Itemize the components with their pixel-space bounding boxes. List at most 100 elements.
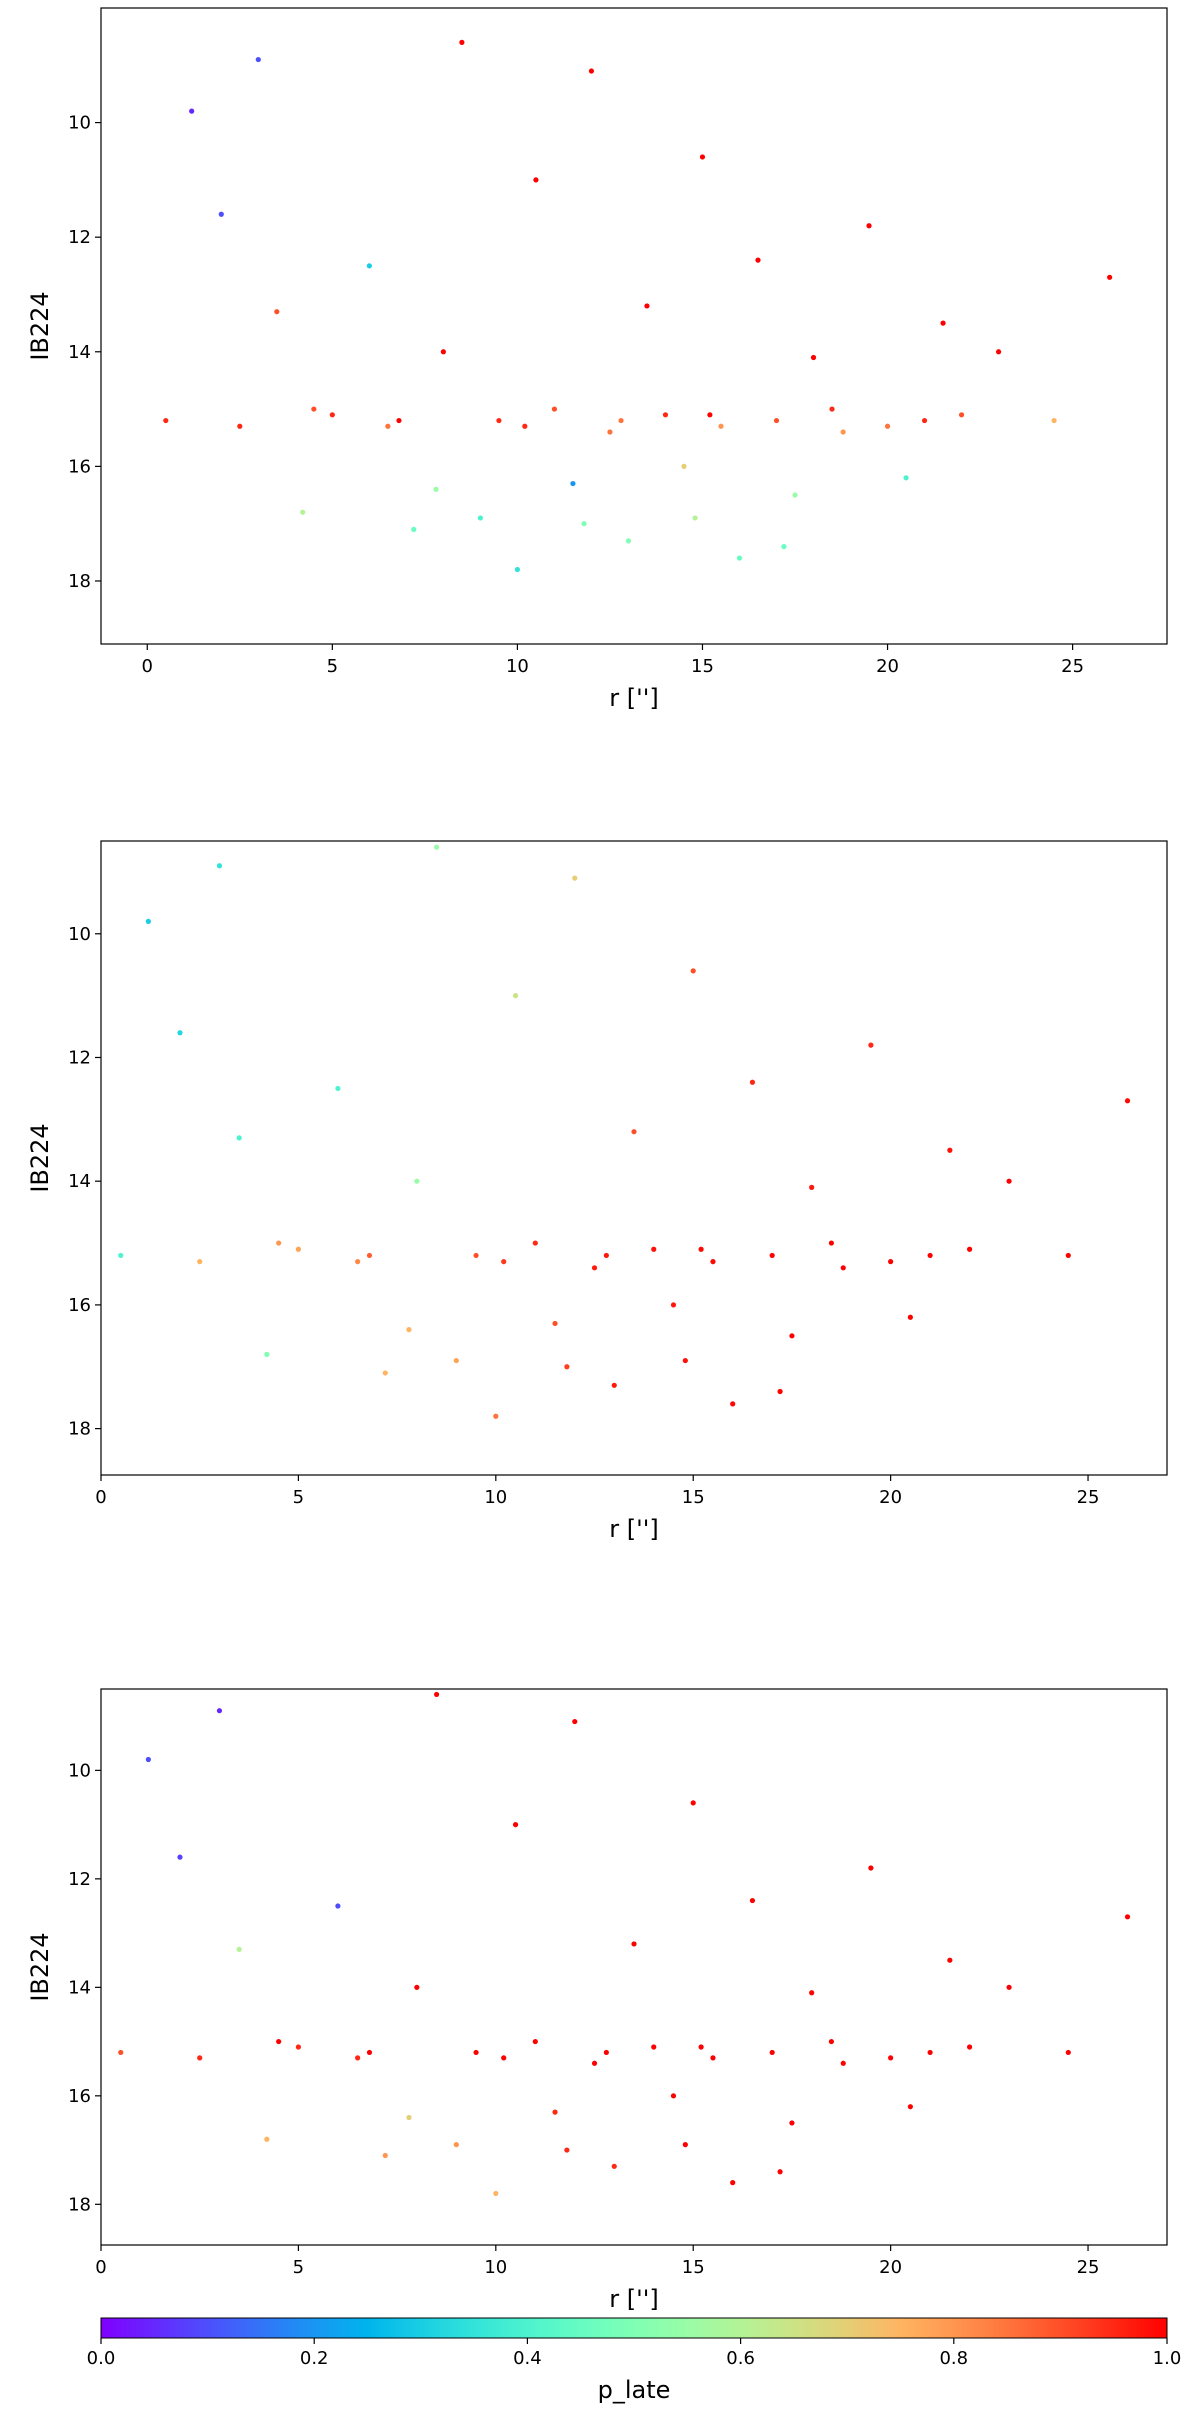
- point: [644, 303, 650, 309]
- point: [385, 423, 391, 429]
- point: [682, 2142, 688, 2148]
- x-tick-label: 25: [1077, 1487, 1100, 1508]
- point: [884, 423, 891, 429]
- y-axis-label: IB224: [26, 1123, 54, 1192]
- y-tick-label: 14: [68, 342, 91, 363]
- point: [572, 1718, 578, 1725]
- y-tick-label: 18: [68, 571, 91, 592]
- x-tick-label: 10: [506, 656, 529, 677]
- x-tick-label: 0: [142, 656, 153, 677]
- point: [699, 154, 706, 160]
- point: [552, 2109, 558, 2115]
- point: [572, 875, 578, 881]
- point: [903, 475, 909, 481]
- x-tick-label: 0: [95, 1487, 106, 1508]
- point: [947, 1957, 953, 1963]
- colorbar-tick-label: 0.8: [939, 2348, 968, 2369]
- x-tick-label: 5: [293, 2257, 304, 2278]
- point: [145, 918, 151, 925]
- point: [921, 417, 928, 424]
- point: [777, 2169, 783, 2175]
- point: [216, 1708, 223, 1714]
- x-tick-label: 20: [879, 2257, 902, 2278]
- point: [177, 1854, 183, 1860]
- point: [311, 406, 317, 412]
- point: [611, 1382, 617, 1388]
- point: [888, 1259, 894, 1265]
- colorbar-tick-label: 0.0: [87, 2348, 116, 2369]
- point: [591, 1265, 598, 1271]
- point: [366, 1252, 373, 1259]
- point: [828, 1240, 835, 1246]
- y-tick-label: 12: [68, 1869, 91, 1890]
- point: [966, 2044, 973, 2050]
- point: [1124, 1098, 1131, 1104]
- point: [1065, 2049, 1071, 2056]
- point: [698, 1246, 704, 1252]
- x-tick-label: 0: [95, 2257, 106, 2278]
- point: [611, 2163, 617, 2169]
- point: [958, 412, 965, 418]
- point: [710, 1259, 716, 1265]
- point: [698, 2044, 704, 2050]
- y-tick-label: 18: [68, 1419, 91, 1440]
- x-tick-label: 5: [293, 1487, 304, 1508]
- axes-frame: [100, 7, 1168, 645]
- point: [749, 1897, 756, 1904]
- point: [197, 2055, 203, 2061]
- point: [907, 2104, 913, 2110]
- point: [236, 1946, 242, 1952]
- point: [773, 417, 780, 424]
- colorbar-label: p_late: [598, 2376, 671, 2404]
- colorbar: [100, 2317, 1168, 2339]
- point: [631, 1129, 637, 1135]
- point: [453, 1357, 459, 1364]
- point: [295, 1246, 302, 1252]
- point: [730, 2180, 736, 2186]
- point: [840, 429, 846, 435]
- x-tick-label: 15: [691, 656, 714, 677]
- axes-frame: [100, 1688, 1168, 2246]
- point: [197, 1259, 203, 1265]
- point: [382, 2152, 388, 2159]
- point: [769, 2049, 775, 2056]
- point: [777, 1388, 783, 1395]
- point: [603, 1252, 609, 1259]
- point: [607, 429, 613, 435]
- point: [1065, 1252, 1071, 1259]
- point: [493, 2190, 499, 2197]
- x-tick-label: 20: [879, 1487, 902, 1508]
- point: [414, 1984, 420, 1990]
- point: [501, 1259, 507, 1265]
- point: [564, 2147, 570, 2153]
- point: [533, 177, 539, 183]
- point: [163, 417, 169, 424]
- point: [749, 1079, 756, 1085]
- x-axis-label: r ['']: [609, 1515, 658, 1543]
- y-axis-label: IB224: [26, 291, 54, 360]
- x-tick-label: 20: [876, 656, 899, 677]
- point: [868, 1865, 874, 1871]
- point: [564, 1364, 570, 1370]
- point: [755, 257, 761, 263]
- x-tick-label: 15: [682, 1487, 705, 1508]
- point: [1051, 417, 1057, 424]
- point: [264, 2136, 270, 2142]
- colorbar-tick-label: 0.6: [726, 2348, 755, 2369]
- point: [477, 515, 483, 521]
- point: [237, 423, 243, 429]
- x-axis-label: r ['']: [609, 2285, 658, 2313]
- point: [1006, 1984, 1012, 1990]
- point: [514, 566, 521, 573]
- point: [662, 412, 669, 418]
- point: [581, 521, 587, 527]
- point: [829, 406, 835, 412]
- colorbar-tick-label: 1.0: [1153, 2348, 1182, 2369]
- point: [810, 354, 817, 361]
- point: [335, 1903, 341, 1909]
- point: [781, 543, 787, 550]
- point: [145, 1756, 151, 1763]
- point: [216, 863, 223, 869]
- point: [591, 2060, 598, 2066]
- colorbar-tick-label: 0.2: [300, 2348, 329, 2369]
